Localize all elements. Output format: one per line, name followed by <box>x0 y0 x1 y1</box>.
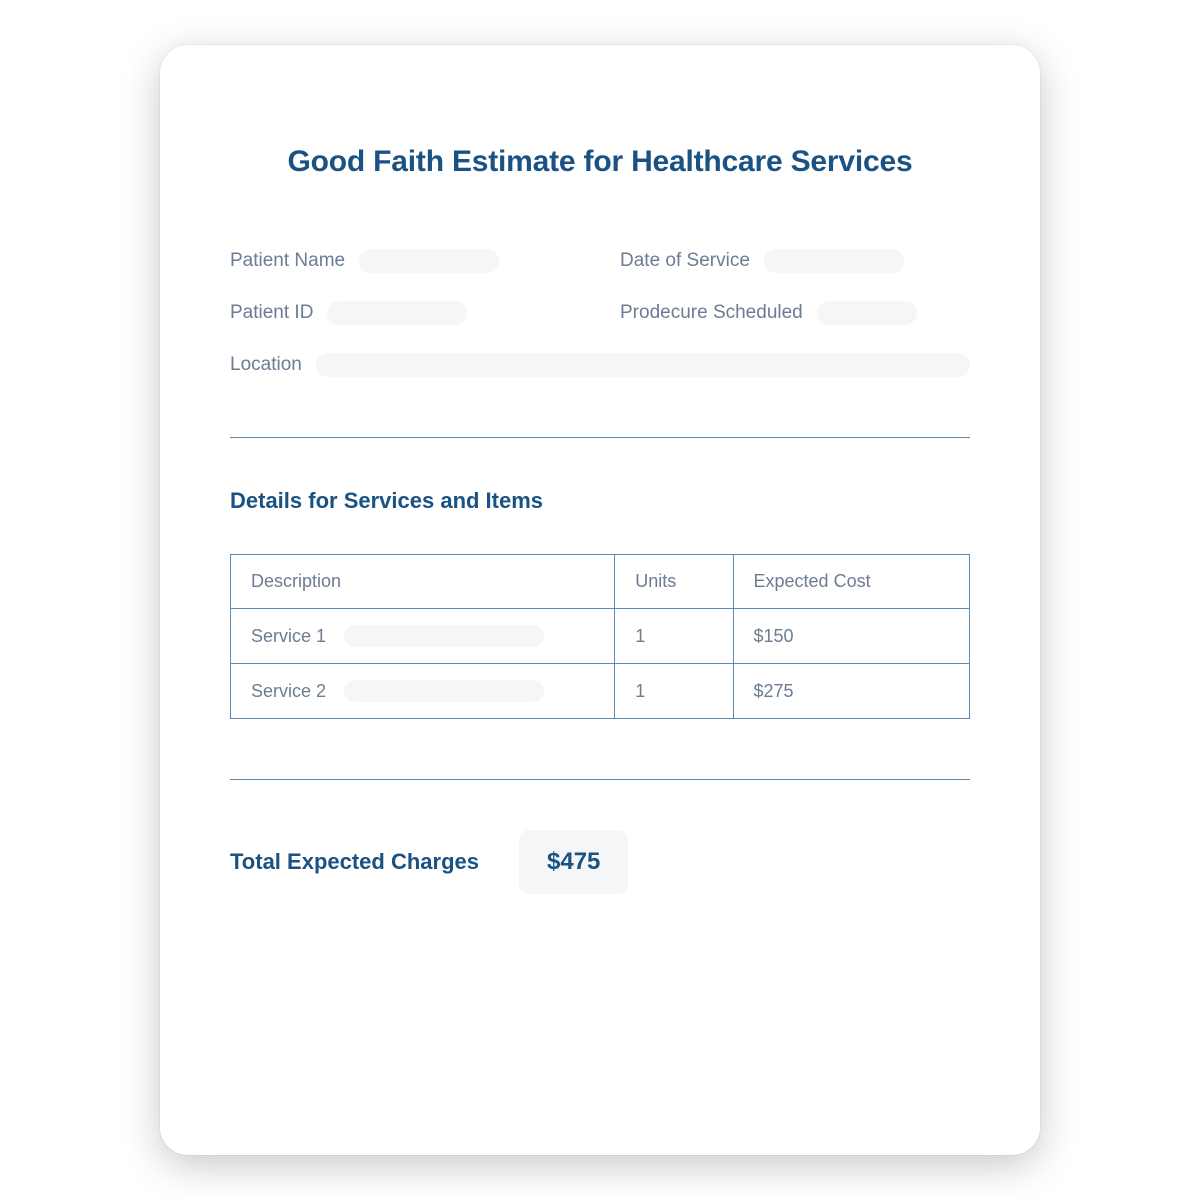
page-title: Good Faith Estimate for Healthcare Servi… <box>230 145 970 179</box>
service-description: Service 1 <box>251 626 326 647</box>
cell-description: Service 2 <box>231 664 615 719</box>
estimate-card: Good Faith Estimate for Healthcare Servi… <box>160 45 1040 1155</box>
patient-name-row: Patient Name <box>230 249 580 273</box>
patient-name-label: Patient Name <box>230 250 345 272</box>
service-desc-placeholder <box>344 680 544 702</box>
location-row: Location <box>230 353 970 377</box>
date-of-service-label: Date of Service <box>620 250 750 272</box>
table-row: Service 1 1 $150 <box>231 609 970 664</box>
patient-id-label: Patient ID <box>230 302 313 324</box>
cell-cost: $275 <box>733 664 969 719</box>
col-description: Description <box>231 555 615 609</box>
cell-cost: $150 <box>733 609 969 664</box>
col-expected-cost: Expected Cost <box>733 555 969 609</box>
procedure-scheduled-label: Prodecure Scheduled <box>620 302 803 324</box>
patient-id-row: Patient ID <box>230 301 580 325</box>
service-desc-placeholder <box>344 625 544 647</box>
services-section-title: Details for Services and Items <box>230 488 970 514</box>
procedure-scheduled-row: Prodecure Scheduled <box>620 301 970 325</box>
service-description: Service 2 <box>251 681 326 702</box>
procedure-scheduled-placeholder <box>817 301 917 325</box>
table-header-row: Description Units Expected Cost <box>231 555 970 609</box>
date-of-service-placeholder <box>764 249 904 273</box>
location-placeholder <box>316 353 970 377</box>
divider-2 <box>230 779 970 780</box>
services-table: Description Units Expected Cost Service … <box>230 554 970 719</box>
total-amount: $475 <box>519 830 628 894</box>
cell-units: 1 <box>615 609 733 664</box>
patient-info-grid: Patient Name Date of Service Patient ID … <box>230 249 970 377</box>
total-row: Total Expected Charges $475 <box>230 830 970 894</box>
total-label: Total Expected Charges <box>230 849 479 875</box>
table-row: Service 2 1 $275 <box>231 664 970 719</box>
cell-units: 1 <box>615 664 733 719</box>
cell-description: Service 1 <box>231 609 615 664</box>
patient-id-placeholder <box>327 301 467 325</box>
col-units: Units <box>615 555 733 609</box>
divider-1 <box>230 437 970 438</box>
date-of-service-row: Date of Service <box>620 249 970 273</box>
location-label: Location <box>230 354 302 376</box>
patient-name-placeholder <box>359 249 499 273</box>
